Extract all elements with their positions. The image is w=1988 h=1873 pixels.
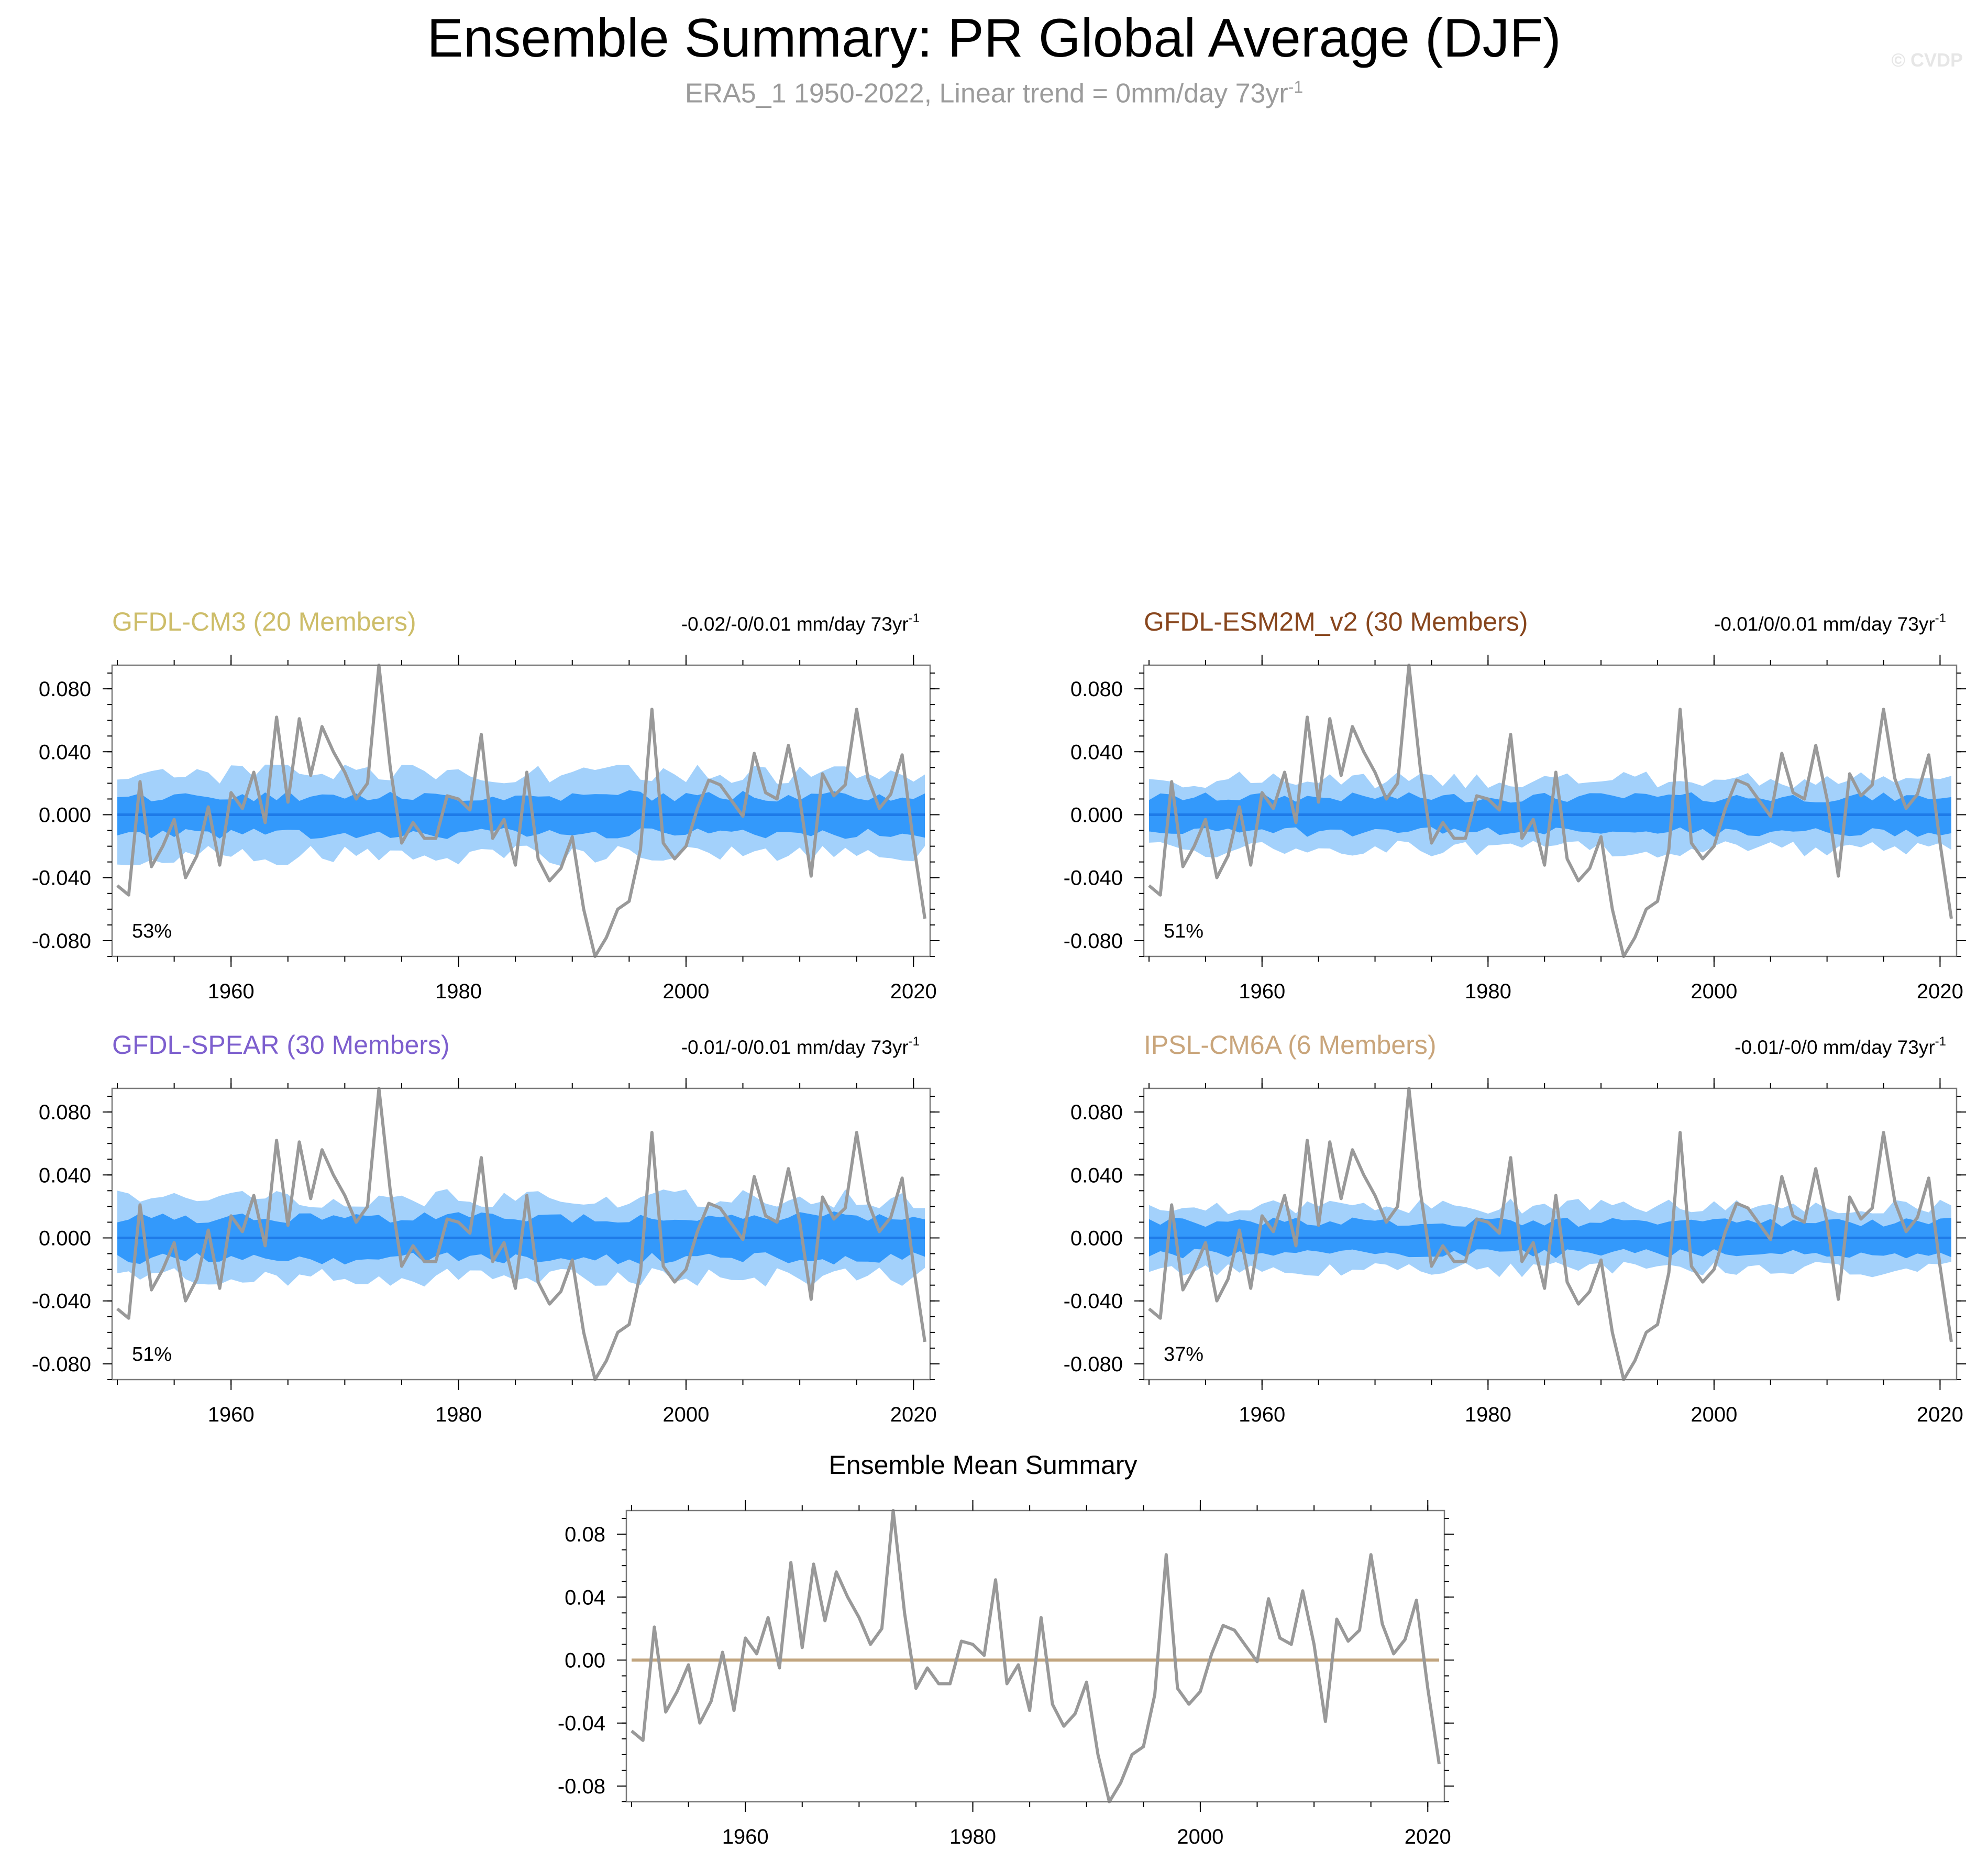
x-tick-label: 2020 bbox=[1917, 980, 1963, 1003]
y-tick-label: -0.040 bbox=[32, 1290, 91, 1313]
main-title: Ensemble Summary: PR Global Average (DJF… bbox=[427, 8, 1561, 69]
x-tick-label: 1960 bbox=[208, 1403, 255, 1426]
plot-frame bbox=[1143, 664, 1958, 957]
panel-title: GFDL-ESM2M_v2 (30 Members) bbox=[1144, 607, 1528, 636]
y-tick-label: 0.08 bbox=[565, 1523, 605, 1546]
x-tick-label: 1980 bbox=[1465, 1403, 1511, 1426]
x-tick-label: 1960 bbox=[1239, 1403, 1285, 1426]
panel-trend: -0.01/0/0.01 mm/day 73yr-1 bbox=[1714, 611, 1946, 635]
panel-trend-exponent: -1 bbox=[1935, 611, 1946, 625]
y-tick-label: -0.04 bbox=[558, 1712, 605, 1735]
panel-3: GFDL-SPEAR (30 Members) -0.01/-0/0.01 mm/… bbox=[32, 1030, 940, 1426]
panel-trend-exponent: -1 bbox=[909, 1034, 920, 1049]
x-tick-label: 1980 bbox=[1465, 980, 1511, 1003]
observations-line bbox=[1148, 664, 1953, 958]
panel-trend-exponent: -1 bbox=[909, 611, 920, 625]
y-tick-label: 0.080 bbox=[1070, 1101, 1123, 1124]
panel-trend-value: -0.01/0/0.01 mm/day 73yr bbox=[1714, 613, 1935, 635]
y-tick-label: 0.040 bbox=[39, 741, 91, 764]
panel-trend-value: -0.01/-0/0.01 mm/day 73yr bbox=[681, 1037, 909, 1058]
x-tick-label: 2000 bbox=[1691, 980, 1737, 1003]
observations-line bbox=[631, 1509, 1441, 1803]
x-tick-label: 2000 bbox=[662, 1403, 709, 1426]
panel-percent: 51% bbox=[132, 1343, 172, 1365]
subtitle: ERA5_1 1950-2022, Linear trend = 0mm/day… bbox=[0, 78, 1988, 109]
x-tick-label: 2000 bbox=[662, 980, 709, 1003]
plot-frame bbox=[111, 1087, 931, 1381]
panel-title: Ensemble Mean Summary bbox=[829, 1450, 1137, 1480]
y-tick-label: 0.000 bbox=[39, 1227, 91, 1250]
observations-line bbox=[1148, 1087, 1953, 1381]
y-tick-label: 0.040 bbox=[1070, 741, 1123, 764]
watermark: © CVDP bbox=[1891, 49, 1963, 71]
y-tick-label: 0.000 bbox=[39, 804, 91, 827]
panel-trend: -0.02/-0/0.01 mm/day 73yr-1 bbox=[681, 611, 920, 635]
observations-line bbox=[116, 1087, 926, 1381]
panel-percent: 37% bbox=[1164, 1343, 1203, 1365]
subtitle-exponent: -1 bbox=[1288, 78, 1304, 96]
y-tick-label: -0.040 bbox=[1064, 867, 1123, 890]
x-tick-label: 2000 bbox=[1177, 1825, 1223, 1848]
y-tick-label: 0.040 bbox=[1070, 1164, 1123, 1187]
x-tick-label: 1980 bbox=[435, 1403, 482, 1426]
panel-2: GFDL-ESM2M_v2 (30 Members) -0.01/0/0.01 m… bbox=[1064, 607, 1966, 1003]
panel-4: IPSL-CM6A (6 Members) -0.01/-0/0 mm/day 7… bbox=[1064, 1030, 1966, 1426]
x-tick-label: 1980 bbox=[435, 980, 482, 1003]
panel-1: GFDL-CM3 (20 Members) -0.02/-0/0.01 mm/da… bbox=[32, 607, 940, 1003]
x-tick-label: 1980 bbox=[949, 1825, 996, 1848]
panel-trend: -0.01/-0/0 mm/day 73yr-1 bbox=[1735, 1034, 1946, 1058]
plot-frame bbox=[625, 1510, 1445, 1803]
y-tick-label: -0.080 bbox=[1064, 1353, 1123, 1376]
panel-trend-value: -0.01/-0/0 mm/day 73yr bbox=[1735, 1037, 1935, 1058]
x-tick-label: 2000 bbox=[1691, 1403, 1737, 1426]
plot-frame bbox=[1143, 1087, 1958, 1381]
y-tick-label: 0.040 bbox=[39, 1164, 91, 1187]
y-tick-label: 0.080 bbox=[39, 678, 91, 701]
plot-frame bbox=[111, 664, 931, 957]
y-tick-label: 0.080 bbox=[1070, 678, 1123, 701]
panel-trend-exponent: -1 bbox=[1935, 1034, 1946, 1049]
y-tick-label: -0.080 bbox=[32, 930, 91, 953]
panel-trend-value: -0.02/-0/0.01 mm/day 73yr bbox=[681, 613, 909, 635]
x-tick-label: 2020 bbox=[890, 1403, 937, 1426]
y-tick-label: -0.040 bbox=[1064, 1290, 1123, 1313]
panel-trend: -0.01/-0/0.01 mm/day 73yr-1 bbox=[681, 1034, 920, 1058]
panel-percent: 53% bbox=[132, 920, 172, 942]
x-tick-label: 2020 bbox=[1917, 1403, 1963, 1426]
panel-percent: 51% bbox=[1164, 920, 1203, 942]
y-tick-label: -0.08 bbox=[558, 1775, 605, 1798]
y-tick-label: -0.080 bbox=[1064, 930, 1123, 953]
y-tick-label: 0.000 bbox=[1070, 804, 1123, 827]
panel-title: GFDL-SPEAR (30 Members) bbox=[112, 1030, 450, 1060]
y-tick-label: 0.000 bbox=[1070, 1227, 1123, 1250]
y-tick-label: 0.080 bbox=[39, 1101, 91, 1124]
x-tick-label: 1960 bbox=[722, 1825, 769, 1848]
x-tick-label: 2020 bbox=[1405, 1825, 1451, 1848]
x-tick-label: 1960 bbox=[208, 980, 255, 1003]
panel-title: GFDL-CM3 (20 Members) bbox=[112, 607, 416, 636]
y-tick-label: -0.080 bbox=[32, 1353, 91, 1376]
panel-5: Ensemble Mean Summary 0.08 0.04 0.00 -0.04 -0… bbox=[558, 1450, 1454, 1848]
panel-title: IPSL-CM6A (6 Members) bbox=[1144, 1030, 1436, 1060]
y-tick-label: 0.04 bbox=[565, 1586, 605, 1609]
observations-line bbox=[116, 664, 926, 958]
x-tick-label: 1960 bbox=[1239, 980, 1285, 1003]
y-tick-label: 0.00 bbox=[565, 1649, 605, 1672]
subtitle-text: ERA5_1 1950-2022, Linear trend = 0mm/day… bbox=[684, 78, 1288, 109]
x-tick-label: 2020 bbox=[890, 980, 937, 1003]
y-tick-label: -0.040 bbox=[32, 867, 91, 890]
